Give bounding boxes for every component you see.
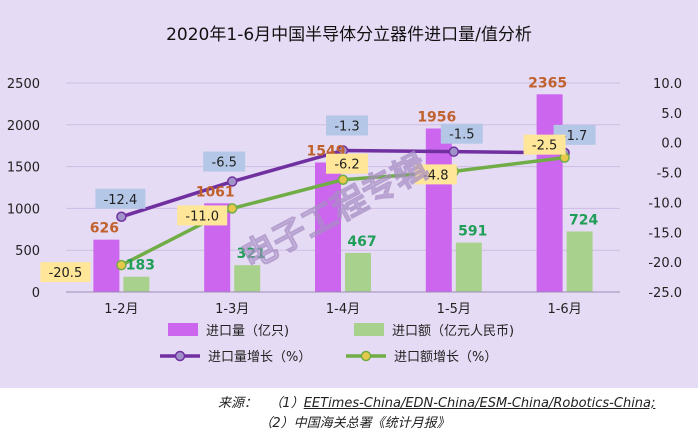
legend-marker [174, 350, 186, 362]
bar-data-label: 1061 [196, 184, 235, 200]
bar [93, 239, 120, 292]
left-tick-label: 1000 [7, 202, 40, 217]
right-tick-label: -10.0 [648, 196, 682, 211]
line-point [337, 174, 349, 185]
line-data-label-bg [326, 153, 368, 174]
line-data-label-bg [414, 164, 457, 185]
chart-panel: 2020年1-6月中国半导体分立器件进口量/值分析 0 500 1000 1500 20… [0, 0, 698, 388]
x-tick-label: 1-5月 [437, 302, 471, 317]
bar [234, 265, 261, 292]
line-data-label: -2.5 [532, 139, 557, 154]
x-tick-label: 1-2月 [104, 302, 138, 317]
line-point [226, 176, 238, 187]
source-note: 来源： （1）EETimes-China/EDN-China/ESM-China… [218, 394, 655, 434]
chart: 2020年1-6月中国半导体分立器件进口量/值分析 0 500 1000 1500 20… [7, 25, 682, 365]
left-tick-label: 500 [15, 244, 40, 259]
line-point [116, 211, 127, 223]
bar-data-label: 467 [347, 234, 376, 250]
x-tick-label: 1-4月 [326, 302, 360, 317]
left-tick-label: 2500 [7, 77, 40, 92]
bar-data-label: 1956 [417, 109, 456, 125]
data-labels: 6261061154919562365183321467591724-12.4-… [40, 75, 598, 283]
bar [566, 231, 593, 292]
left-tick-label: 1500 [7, 161, 40, 176]
bar-data-label: 724 [569, 212, 598, 228]
right-tick-label: -5.0 [657, 167, 682, 182]
line-data-label-bg [177, 205, 228, 226]
legend-label: 进口量增长（%） [208, 350, 311, 365]
right-tick-label: 10.0 [653, 77, 682, 92]
source-prefix: 来源： [218, 396, 258, 411]
line-point [226, 203, 238, 214]
left-tick-label: 2000 [7, 119, 40, 134]
line-data-label-bg [40, 262, 91, 283]
right-axis: -25.0 -20.0 -15.0 -10.0 -5.0 0.0 5.0 10.0 [648, 77, 682, 301]
x-tick-label: 1-6月 [547, 302, 581, 317]
line-data-label-bg [95, 188, 146, 209]
line-point [448, 146, 460, 157]
source-line2-text: 中国海关总署《统计月报》 [293, 416, 450, 431]
bar-data-label: 183 [126, 258, 155, 274]
bar [455, 242, 482, 292]
legend-label: 进口额增长（%） [394, 350, 497, 365]
line-data-label: -4.8 [423, 168, 448, 183]
line-point [116, 259, 127, 271]
right-tick-label: 0.0 [661, 137, 682, 152]
lines [116, 145, 570, 271]
line-data-label: -1.7 [562, 129, 587, 144]
bar [123, 276, 150, 292]
left-tick-label: 0 [32, 286, 40, 301]
left-axis: 0 500 1000 1500 2000 2500 [7, 77, 40, 301]
right-tick-label: -15.0 [648, 226, 682, 241]
legend-swatch [354, 323, 384, 336]
right-tick-label: -25.0 [648, 286, 682, 301]
line-data-label-bg [440, 123, 483, 144]
legend-swatch [168, 323, 198, 336]
line-data-label-bg [203, 151, 246, 172]
source-line1-text: EETimes-China/EDN-China/ESM-China/Roboti… [303, 396, 656, 411]
legend-label: 进口量（亿只) [206, 324, 289, 339]
bar [536, 94, 563, 292]
line-data-label: -6.5 [212, 156, 237, 171]
line-data-label: -11.0 [185, 209, 219, 224]
legend-marker [360, 350, 372, 362]
bar-data-label: 626 [90, 221, 119, 237]
bar [425, 128, 452, 292]
bar-data-label: 591 [458, 224, 487, 240]
chart-title: 2020年1-6月中国半导体分立器件进口量/值分析 [166, 25, 532, 45]
line-data-label-bg [523, 134, 566, 155]
legend: 进口量（亿只) 进口额（亿元人民币) 进口量增长（%） 进口额增长（%） [160, 323, 514, 365]
line-data-label: -20.5 [49, 266, 83, 281]
line-data-label: -12.4 [104, 193, 138, 208]
x-tick-label: 1-3月 [215, 302, 249, 317]
legend-label: 进口额（亿元人民币) [392, 324, 514, 339]
bar-data-label: 2365 [528, 75, 567, 91]
source-line2-num: （2） [259, 416, 294, 431]
source-line1-num: （1） [269, 396, 304, 411]
line-data-label-bg [326, 115, 368, 136]
line-data-label: -6.2 [334, 158, 359, 173]
line-data-label: -1.5 [449, 128, 474, 143]
line-data-label: -1.3 [334, 119, 359, 134]
x-axis: 1-2月 1-3月 1-4月 1-5月 1-6月 [66, 291, 620, 317]
right-tick-label: 5.0 [661, 107, 682, 122]
bar-data-label: 321 [237, 246, 266, 262]
right-tick-label: -20.0 [648, 256, 682, 271]
bar [345, 252, 371, 292]
